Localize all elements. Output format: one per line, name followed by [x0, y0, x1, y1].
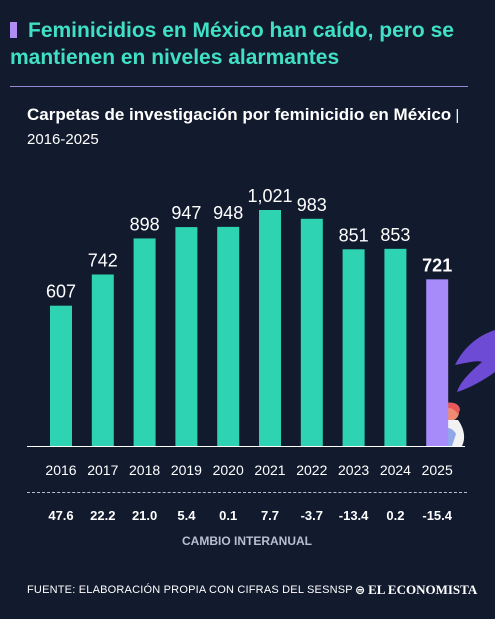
yoy-value-2016: 47.6	[48, 508, 73, 523]
x-tick-2022: 2022	[296, 462, 327, 478]
x-tick-2018: 2018	[129, 462, 160, 478]
x-tick-2021: 2021	[254, 462, 285, 478]
x-tick-2024: 2024	[380, 462, 411, 478]
value-label-2016: 607	[46, 282, 76, 302]
value-label-2022: 983	[297, 195, 327, 215]
header-divider	[10, 86, 468, 87]
bar-2020	[217, 226, 240, 446]
yoy-value-2017: 22.2	[90, 508, 115, 523]
yoy-caption: CAMBIO INTERANUAL	[182, 534, 312, 548]
brand-icon: ⊜	[355, 583, 366, 597]
yoy-value-2019: 5.4	[177, 508, 196, 523]
yoy-divider	[27, 492, 467, 493]
value-label-2025: 721	[422, 255, 452, 275]
bar-2021	[259, 210, 281, 446]
bar-2018	[133, 238, 156, 446]
yoy-value-2023: -13.4	[339, 508, 369, 523]
yoy-value-2024: 0.2	[386, 508, 404, 523]
yoy-value-2020: 0.1	[219, 508, 237, 523]
headline-accent-bar	[10, 22, 17, 38]
headline-text: Feminicidios en México han caído, pero s…	[10, 19, 454, 69]
subtitle-years: 2016-2025	[27, 131, 99, 148]
value-label-2017: 742	[88, 250, 118, 270]
bar-2023	[342, 249, 365, 446]
bar-2025	[426, 279, 449, 446]
bar-2022	[300, 218, 323, 446]
x-tick-2019: 2019	[171, 462, 202, 478]
value-label-2019: 947	[171, 203, 201, 223]
yoy-value-2025: -15.4	[422, 508, 452, 523]
value-label-2018: 898	[130, 214, 160, 234]
x-tick-2023: 2023	[338, 462, 369, 478]
subtitle-separator: |	[451, 107, 460, 124]
value-label-2020: 948	[213, 203, 243, 223]
brand-name: EL ECONOMISTA	[368, 582, 478, 597]
value-label-2024: 853	[380, 225, 410, 245]
x-tick-2020: 2020	[213, 462, 244, 478]
subtitle-main: Carpetas de investigación por feminicidi…	[27, 105, 452, 124]
value-label-2023: 851	[339, 225, 369, 245]
bar-2019	[175, 227, 198, 446]
x-tick-2017: 2017	[87, 462, 118, 478]
yoy-value-2018: 21.0	[132, 508, 157, 523]
x-tick-2025: 2025	[422, 462, 453, 478]
yoy-value-2022: -3.7	[301, 508, 323, 523]
bar-2024	[384, 248, 407, 446]
headline: Feminicidios en México han caído, pero s…	[10, 17, 480, 71]
brand-logo: ⊜ EL ECONOMISTA	[355, 582, 477, 598]
x-tick-2016: 2016	[45, 462, 76, 478]
bar-2017	[91, 274, 114, 446]
bar-2016	[50, 305, 72, 446]
value-label-2021: 1,021	[247, 186, 292, 206]
chart-subtitle: Carpetas de investigación por feminicidi…	[27, 103, 477, 151]
yoy-value-2021: 7.7	[261, 508, 279, 523]
source-note: FUENTE: ELABORACIÓN PROPIA CON CIFRAS DE…	[27, 584, 353, 596]
